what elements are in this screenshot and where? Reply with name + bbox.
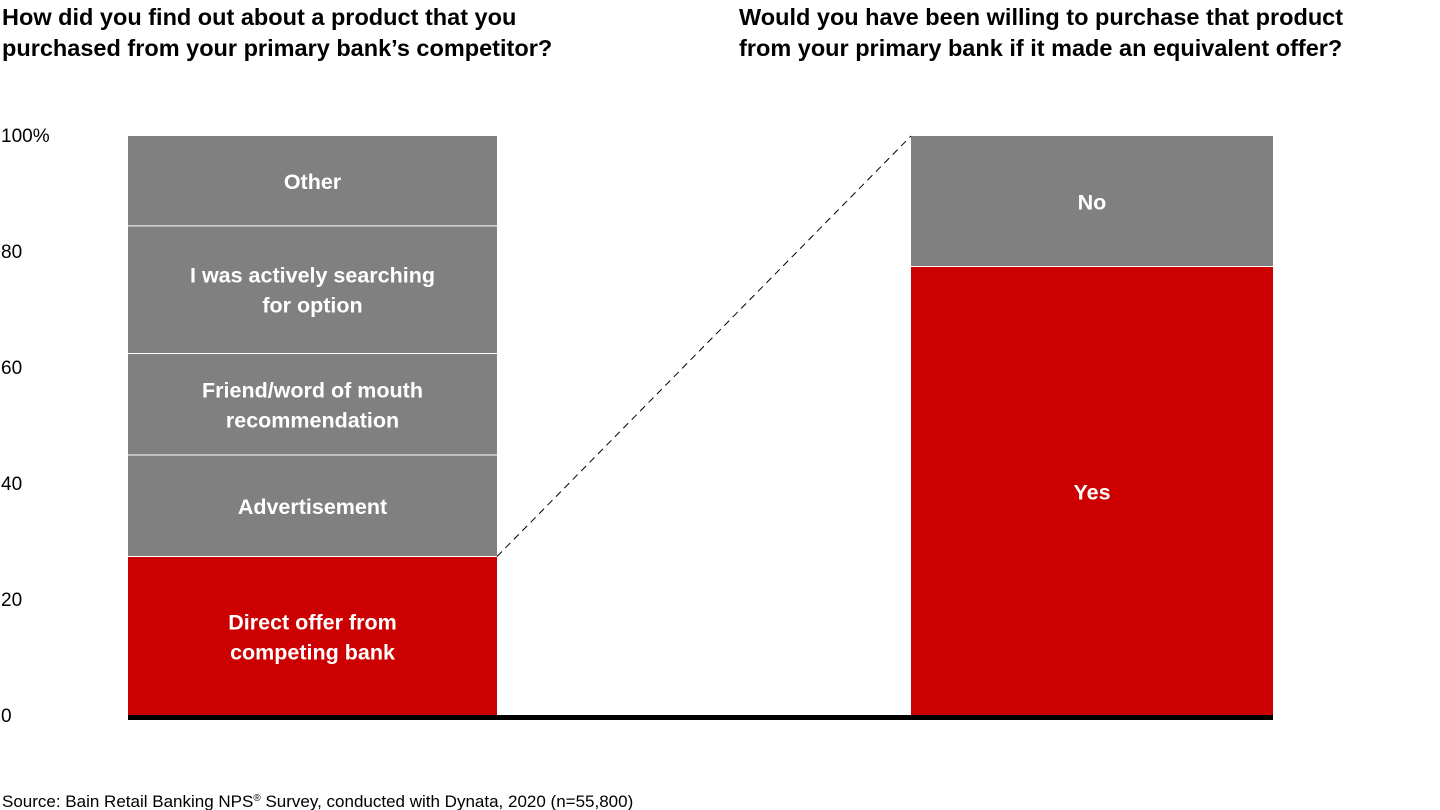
bar-segment-1-0 [911, 266, 1273, 716]
y-tick-label-100: 100% [1, 126, 50, 147]
bar-segment-0-0 [128, 556, 497, 716]
y-tick-label-20: 20 [1, 590, 22, 611]
y-tick-label-60: 60 [1, 358, 22, 379]
source-suffix: Survey, conducted with Dynata, 2020 (n=5… [260, 792, 634, 810]
bar-segment-0-2 [128, 353, 497, 455]
segment-label-0-1: Advertisement [238, 495, 387, 519]
left-panel-title: How did you find out about a product tha… [2, 4, 553, 61]
segment-label-0-3: I was actively searching for option [190, 264, 435, 318]
segment-label-0-0: Direct offer from competing bank [228, 610, 396, 664]
segment-label-0-2: Friend/word of mouth recommendation [202, 378, 423, 432]
source-prefix: Source: Bain Retail Banking NPS [2, 792, 254, 810]
segment-label-1-0: Yes [1073, 480, 1110, 504]
bar-panel-0: Direct offer from competing bank Advertise… [128, 136, 497, 716]
segment-label-0-4: Other [284, 170, 342, 194]
y-tick-label-0: 0 [1, 706, 12, 727]
y-tick-label-80: 80 [1, 242, 22, 263]
x-axis-baseline [128, 715, 1273, 720]
bar-segment-0-4 [128, 136, 497, 226]
right-panel-title: Would you have been willing to purchase … [739, 4, 1344, 61]
bar-panel-1: Yes No [911, 136, 1273, 716]
bar-segment-0-3 [128, 225, 497, 354]
registered-mark: ® [253, 793, 261, 804]
baseline [128, 715, 1273, 720]
bars: Direct offer from competing bank Advertise… [128, 136, 1273, 716]
source-note: Source: Bain Retail Banking NPS® Survey,… [2, 788, 633, 810]
bar-segment-1-1 [911, 136, 1273, 267]
connector-line-top [496, 135, 912, 557]
segment-label-1-1: No [1078, 190, 1107, 214]
y-axis: 0 20 40 60 80 100% [1, 126, 50, 727]
bar-segment-0-1 [128, 455, 497, 557]
y-tick-label-40: 40 [1, 474, 22, 495]
connector-lines [496, 135, 912, 557]
